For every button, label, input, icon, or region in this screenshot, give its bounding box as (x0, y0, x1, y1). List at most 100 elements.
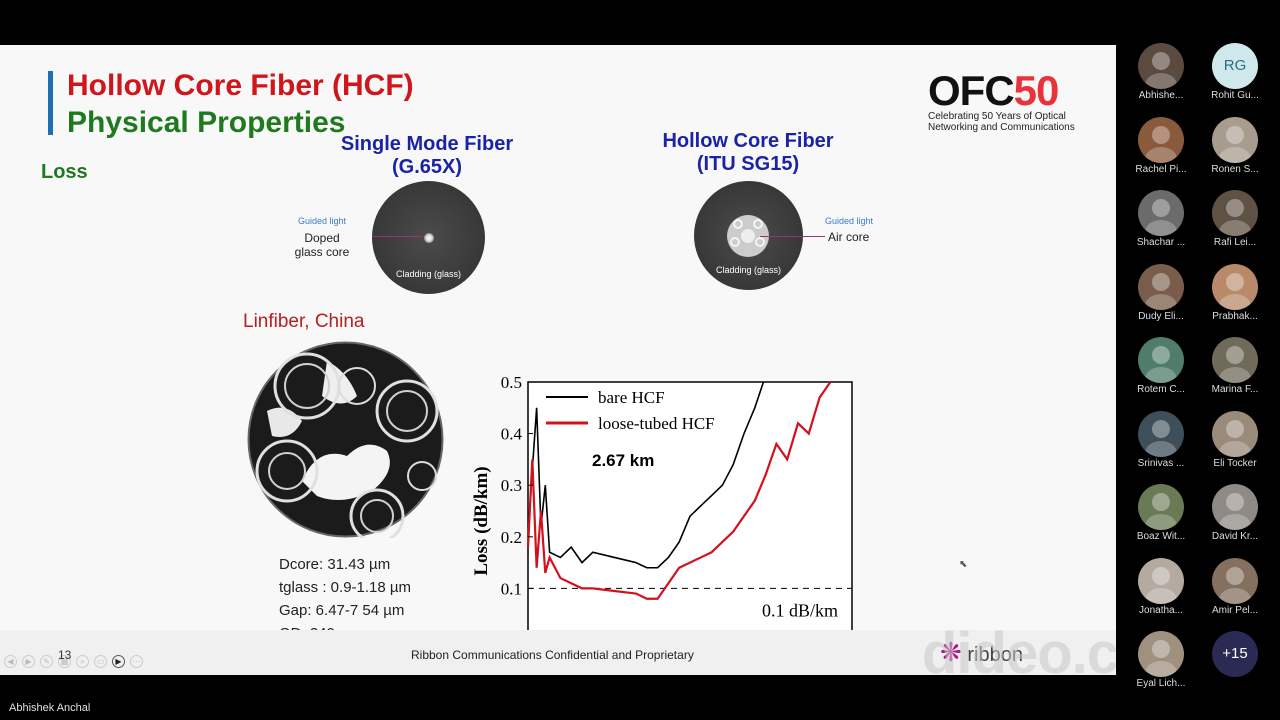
y-tick-label: 0.2 (501, 528, 522, 547)
participant-tile[interactable]: RG Rohit Gu... (1194, 43, 1276, 101)
participant-avatar (1138, 43, 1184, 89)
camera-icon[interactable]: ▶ (112, 655, 125, 668)
participant-name: Rotem C... (1137, 384, 1185, 395)
legend-label-loose-tubed-hcf: loose-tubed HCF (598, 414, 715, 433)
reference-label: 0.1 dB/km (762, 600, 838, 620)
participant-name: Srinivas ... (1137, 457, 1185, 469)
participant-avatar (1138, 116, 1184, 163)
prev-slide-icon[interactable]: ◀ (4, 655, 17, 668)
ofc-logo-text: OFC (928, 67, 1015, 114)
participant-name: Boaz Wit... (1136, 531, 1186, 542)
participant-name: Eyal Lich... (1136, 678, 1186, 689)
participant-avatar (1138, 631, 1184, 677)
participant-tile[interactable]: Boaz Wit... (1120, 484, 1202, 542)
ofc-logo-number: 50 (1013, 67, 1060, 114)
grid-icon[interactable]: ▦ (58, 655, 71, 668)
participant-avatar (1212, 263, 1258, 310)
spec-gap: Gap: 6.47-7 54 µm (279, 602, 405, 619)
y-tick-label: 0.3 (501, 476, 522, 495)
ribbon-logo-icon: ❋ (940, 637, 962, 667)
y-axis-label: Loss (dB/km) (471, 466, 492, 575)
participant-name: Dudy Eli... (1138, 310, 1184, 322)
series-line-loose-tubed-hcf (526, 381, 832, 600)
ofc-subtitle-line2: Networking and Communications (928, 122, 1075, 133)
participant-name: Rohit Gu... (1211, 90, 1259, 101)
participant-tile[interactable]: Prabhak... (1194, 263, 1276, 322)
participant-avatar (1138, 484, 1184, 530)
spec-dcore: Dcore: 31.43 µm (279, 556, 391, 573)
next-slide-icon[interactable]: ▶ (22, 655, 35, 668)
participant-tile[interactable]: Abhishe... (1120, 43, 1202, 101)
hcf-title-line2: (ITU SG15) (696, 153, 800, 175)
y-tick-label: 0.5 (501, 373, 522, 392)
slide-subtitle: Physical Properties (67, 106, 346, 139)
participant-tile[interactable]: Eli Tocker (1194, 410, 1276, 469)
participant-name: Marina F... (1211, 384, 1259, 395)
participant-tile[interactable]: Rachel Pi... (1120, 116, 1202, 175)
smf-core-glow (424, 233, 434, 243)
y-tick-label: 0.1 (501, 579, 522, 598)
series-line-bare-hcf (527, 381, 765, 569)
smf-title: Single Mode Fiber (G.65X) (327, 133, 527, 179)
linfiber-micrograph (247, 341, 444, 538)
participant-avatar: +15 (1212, 631, 1258, 677)
participant-avatar (1212, 337, 1258, 383)
subtitles-icon[interactable]: ▭ (94, 655, 107, 668)
y-tick-label: 0.4 (501, 425, 523, 444)
hcf-cladding-label: Cladding (glass) (715, 265, 782, 275)
participant-tile[interactable]: David Kr... (1194, 484, 1276, 542)
participant-avatar (1212, 190, 1258, 236)
participant-avatar (1212, 484, 1258, 530)
slide-footer (0, 630, 1116, 675)
page-number: 13 (58, 648, 72, 662)
participant-name: Rachel Pi... (1135, 163, 1187, 175)
participant-avatar (1212, 116, 1258, 163)
participant-avatar (1138, 263, 1184, 310)
participant-avatar (1138, 190, 1184, 236)
confidential-notice: Ribbon Communications Confidential and P… (411, 648, 694, 662)
participant-avatar (1138, 337, 1184, 383)
participant-tile[interactable]: Jonatha... (1120, 557, 1202, 616)
ribbon-logo-text: ribbon (967, 644, 1023, 666)
participant-name: Jonatha... (1139, 604, 1183, 616)
participant-name: David Kr... (1211, 531, 1259, 542)
participant-tile[interactable]: Rafi Lei... (1194, 190, 1276, 248)
section-label: Loss (41, 161, 88, 183)
participant-tile[interactable]: Rotem C... (1120, 337, 1202, 395)
participant-tile[interactable]: Eyal Lich... (1120, 631, 1202, 689)
hcf-core-label: Air core (828, 230, 870, 244)
length-annotation: 2.67 km (592, 451, 654, 470)
participant-tile[interactable]: Amir Pel... (1194, 557, 1276, 616)
participant-avatar (1212, 557, 1258, 604)
participant-tile[interactable]: Ronen S... (1194, 116, 1276, 175)
smf-title-line1: Single Mode Fiber (340, 133, 514, 155)
smf-cladding-label: Cladding (glass) (395, 269, 462, 279)
participant-name: Ronen S... (1211, 163, 1259, 175)
participant-name: Prabhak... (1212, 310, 1258, 322)
smf-core-label: Doped glass core (294, 231, 350, 259)
hcf-title-line1: Hollow Core Fiber (662, 130, 834, 152)
loss-chart: 0.00.10.20.30.40.51500155016001650Wavele… (471, 373, 869, 655)
participant-name: Rafi Lei... (1213, 237, 1257, 248)
participant-tile[interactable]: Srinivas ... (1120, 410, 1202, 469)
fiber-specs: Dcore: 31.43 µm tglass : 0.9-1.18 µm Gap… (279, 553, 411, 645)
zoom-icon[interactable]: ⌕ (76, 655, 89, 668)
participant-name: Amir Pel... (1211, 604, 1259, 616)
participant-tile[interactable]: +15 (1194, 631, 1276, 678)
participant-tile[interactable]: Marina F... (1194, 337, 1276, 395)
participant-avatar: RG (1212, 43, 1258, 89)
participant-name: Shachar ... (1136, 237, 1186, 248)
pen-icon[interactable]: ✎ (40, 655, 53, 668)
participant-name: Abhishe... (1138, 90, 1184, 101)
smf-guided-light-label: Guided light (298, 216, 347, 226)
hcf-pointer-line (760, 236, 825, 237)
linfiber-label: Linfiber, China (243, 311, 365, 332)
ofc50-logo: OFC50 Celebrating 50 Years of Optical Ne… (928, 70, 1075, 134)
spec-tglass: tglass : 0.9-1.18 µm (279, 579, 412, 596)
participant-tile[interactable]: Dudy Eli... (1120, 263, 1202, 322)
slideshow-controls: ◀ ▶ ✎ ▦ ⌕ ▭ ▶ ⋯ (4, 655, 143, 668)
hcf-guided-light-label: Guided light (825, 216, 874, 226)
participant-tile[interactable]: Shachar ... (1120, 190, 1202, 248)
more-icon[interactable]: ⋯ (130, 655, 143, 668)
